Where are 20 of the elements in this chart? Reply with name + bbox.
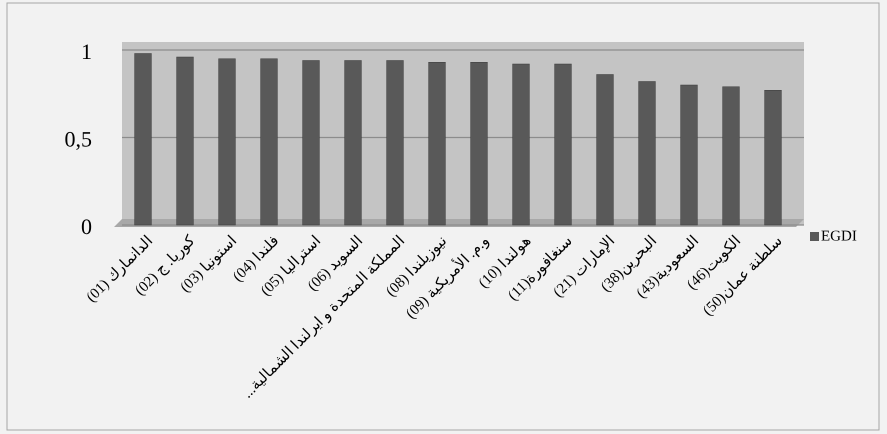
y-tick-label: 1 — [81, 39, 92, 64]
bar — [428, 62, 446, 226]
y-tick-label: 0 — [81, 214, 92, 240]
bar — [764, 90, 782, 226]
bar — [680, 84, 698, 226]
bar — [722, 86, 740, 226]
bar — [512, 64, 530, 226]
bar — [302, 60, 320, 226]
y-tick-label: 0,5 — [64, 126, 92, 152]
bar — [596, 74, 614, 226]
bar — [176, 56, 194, 226]
bar — [554, 64, 572, 226]
bar — [218, 58, 236, 226]
bar — [470, 62, 488, 226]
legend-label: EGDI — [821, 228, 857, 244]
bar — [134, 53, 152, 226]
bar — [260, 58, 278, 226]
bar — [344, 60, 362, 226]
bar — [386, 60, 404, 226]
bar — [638, 81, 656, 226]
